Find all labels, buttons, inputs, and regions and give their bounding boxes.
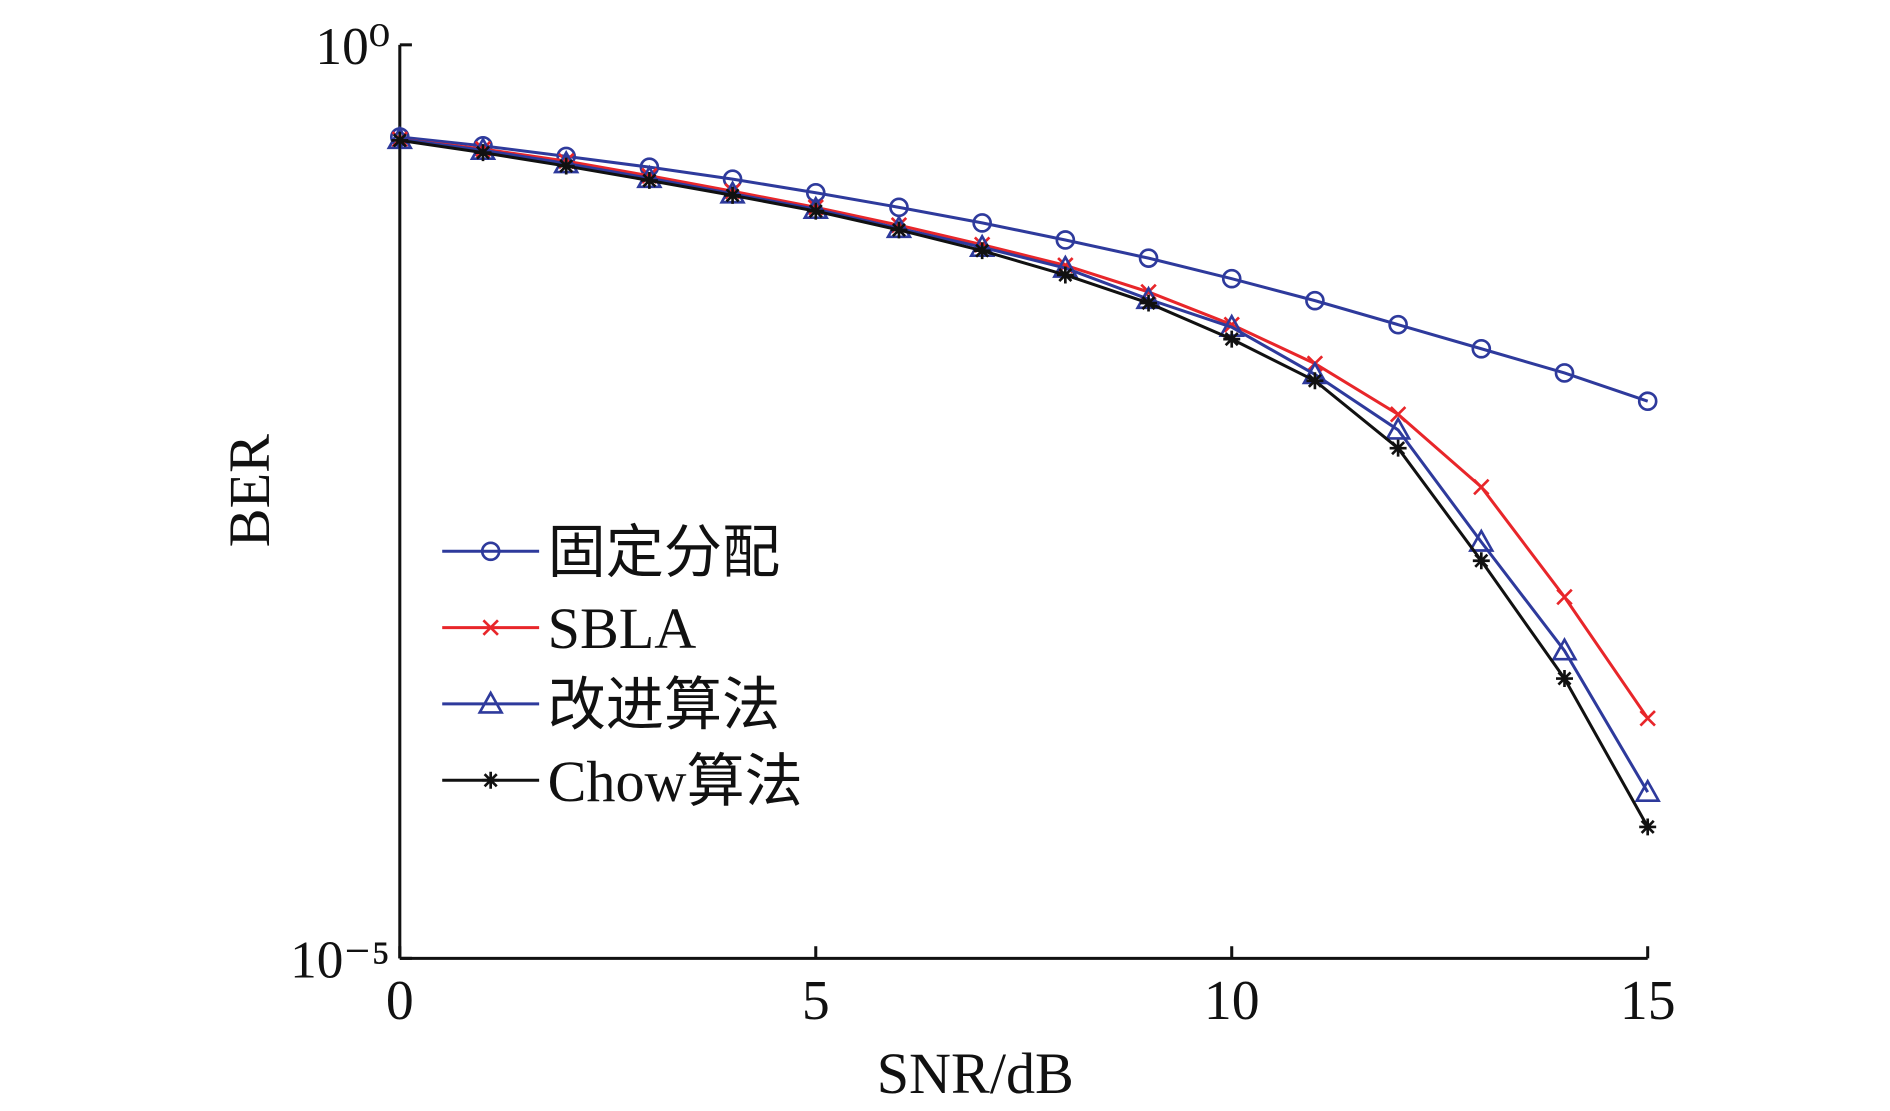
marker	[474, 144, 492, 162]
marker	[1634, 778, 1661, 802]
marker	[1637, 391, 1658, 412]
marker	[807, 202, 825, 220]
series	[389, 127, 1658, 412]
marker	[1305, 290, 1325, 311]
y-tick-label: 10⁰	[315, 17, 390, 76]
marker	[1138, 248, 1159, 268]
marker	[1223, 330, 1241, 348]
line	[399, 138, 1650, 828]
series	[391, 131, 1657, 836]
marker	[1056, 266, 1074, 284]
x-tick-label: 5	[802, 970, 830, 1032]
marker	[1556, 670, 1573, 688]
y-tick-label: 10⁻⁵	[290, 931, 390, 990]
marker	[640, 171, 658, 189]
line	[399, 135, 1649, 403]
marker	[1639, 710, 1656, 727]
marker	[1639, 818, 1657, 836]
legend-label: SBLA	[548, 596, 697, 661]
legend-label: 固定分配	[548, 520, 781, 585]
marker	[805, 182, 826, 203]
x-axis-label: SNR/dB	[877, 1041, 1074, 1106]
marker	[1140, 294, 1158, 312]
line	[399, 137, 1649, 720]
marker	[724, 186, 742, 204]
marker	[1473, 478, 1490, 496]
marker	[1389, 439, 1407, 457]
legend-label: Chow算法	[548, 749, 803, 814]
x-tick-label: 10	[1204, 970, 1260, 1032]
marker	[1472, 552, 1490, 570]
marker	[1384, 416, 1412, 440]
legend-marker	[482, 771, 500, 789]
marker	[1554, 363, 1575, 383]
marker	[1055, 230, 1076, 250]
y-axis-label: BER	[217, 434, 282, 547]
legend-label: 改进算法	[548, 673, 781, 738]
marker	[1389, 406, 1407, 423]
legend-marker	[477, 690, 504, 714]
marker	[1388, 314, 1408, 335]
marker	[391, 131, 409, 149]
marker	[1468, 528, 1495, 552]
marker	[1221, 268, 1242, 289]
marker	[973, 242, 991, 260]
marker	[1306, 372, 1324, 390]
x-tick-label: 15	[1620, 970, 1676, 1032]
legend-marker	[480, 541, 501, 562]
line	[399, 137, 1649, 793]
marker	[1551, 637, 1578, 661]
legend-marker	[482, 619, 499, 636]
marker	[1556, 588, 1573, 606]
marker	[1471, 338, 1492, 359]
marker	[557, 157, 575, 175]
x-tick-label: 0	[386, 970, 414, 1032]
marker	[972, 213, 992, 233]
marker	[890, 221, 908, 239]
